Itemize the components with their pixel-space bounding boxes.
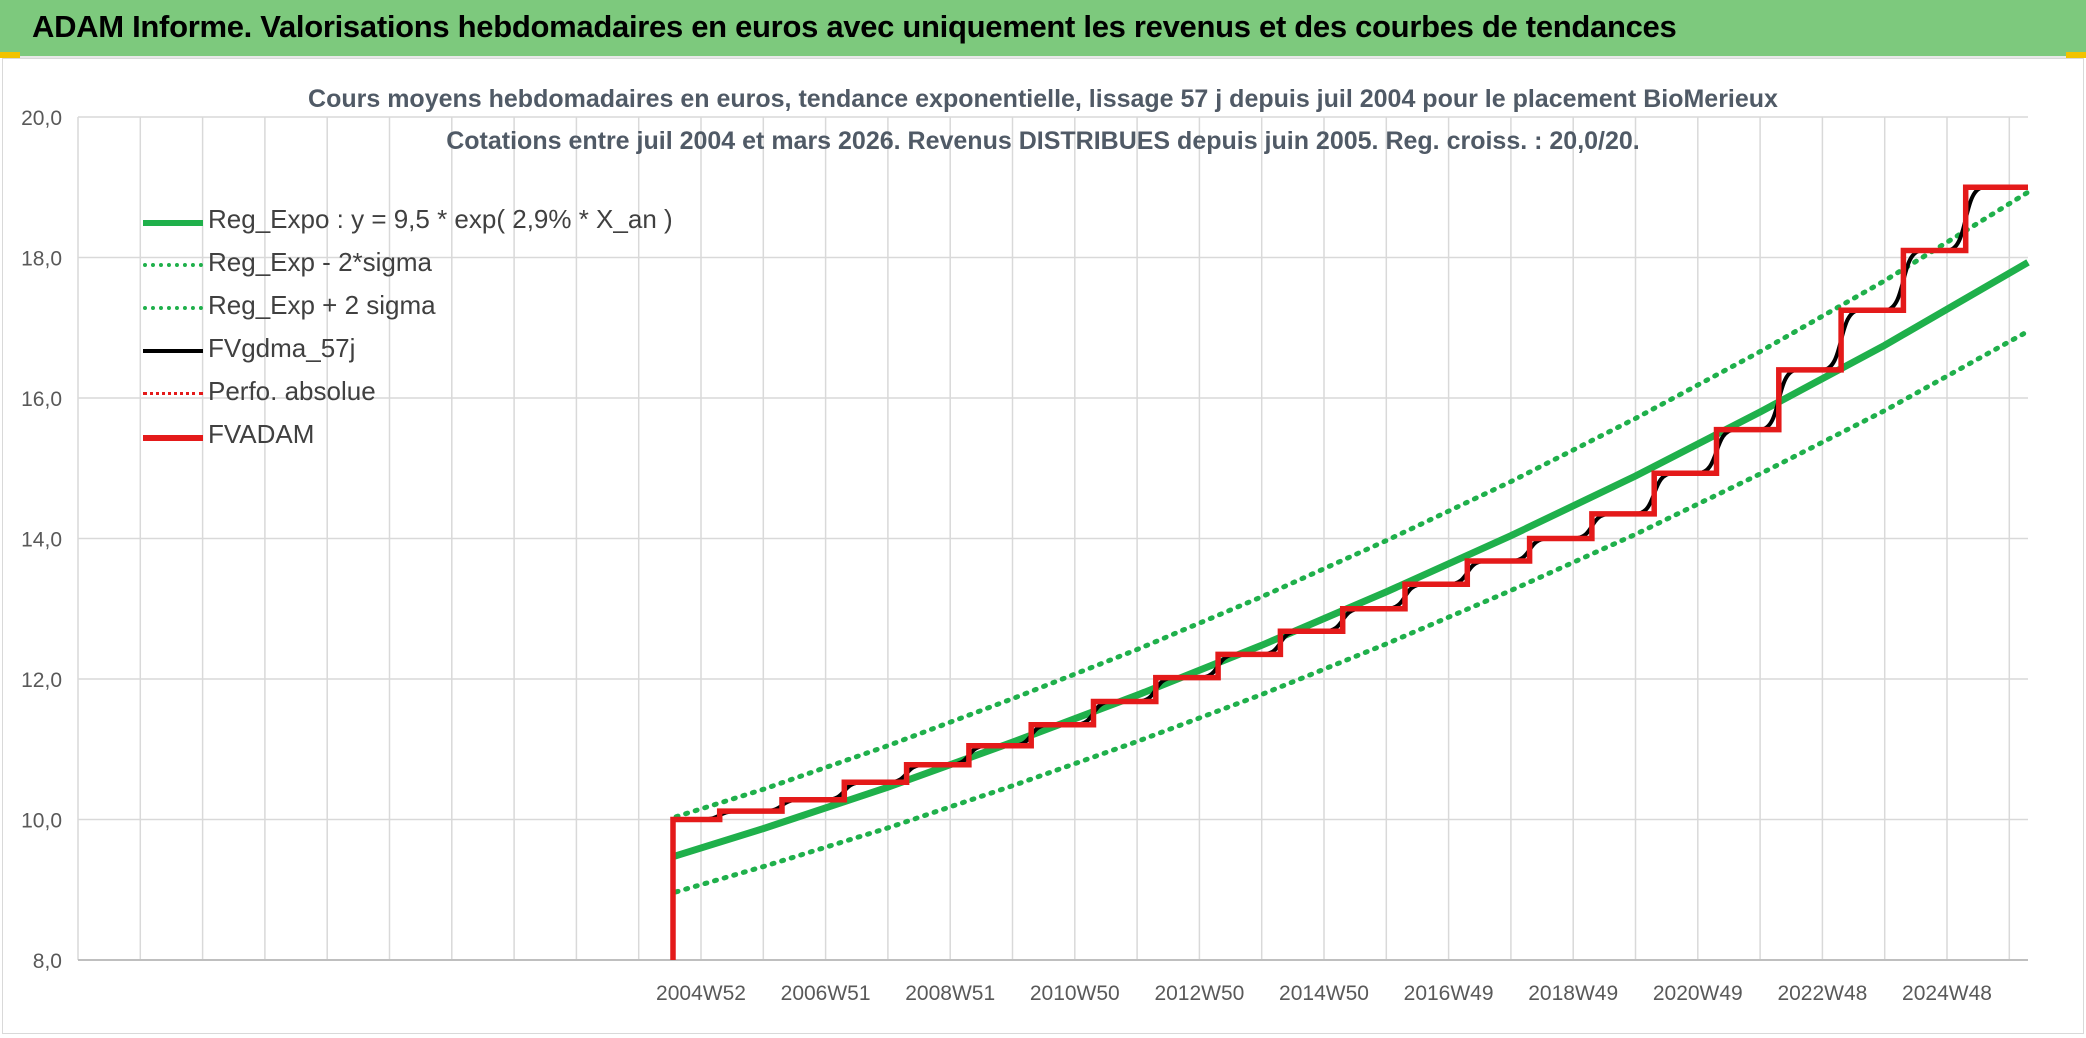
corner-mark-left [0,52,20,58]
y-tick-label: 20,0 [21,107,62,130]
x-tick-label: 2010W50 [1030,982,1120,1005]
x-tick-label: 2014W50 [1279,982,1369,1005]
y-tick-label: 14,0 [21,529,62,552]
x-tick-label: 2022W48 [1777,982,1867,1005]
x-tick-label: 2016W49 [1404,982,1494,1005]
legend-label-reg-expo: Reg_Expo : y = 9,5 * exp( 2,9% * X_an ) [208,204,673,234]
legend-label-fvgdma: FVgdma_57j [208,333,356,363]
chart-title: Cours moyens hebdomadaires en euros, ten… [308,85,1778,113]
x-tick-label: 2004W52 [656,982,746,1005]
legend-item-fvgdma: FVgdma_57j [140,329,700,372]
y-tick-label: 18,0 [21,248,62,271]
x-tick-label: 2018W49 [1528,982,1618,1005]
series-line-2 [673,189,2031,820]
chart-series [670,184,2031,960]
series-line-reg-expo [671,259,2030,861]
legend-swatch-reg-exp-minus [143,263,203,267]
chart-legend: Reg_Expo : y = 9,5 * exp( 2,9% * X_an ) … [140,200,700,458]
x-tick-label: 2012W50 [1154,982,1244,1005]
legend-label-perfo: Perfo. absolue [208,376,376,406]
report-banner: ADAM Informe. Valorisations hebdomadaire… [0,0,2086,58]
y-tick-label: 10,0 [21,810,62,833]
x-axis-ticks: 2004W52 2006W51 2008W51 2010W50 2012W50 2014W… [656,982,1992,1005]
legend-item-reg-exp-minus: Reg_Exp - 2*sigma [140,243,700,286]
chart-frame [2,58,2084,1034]
legend-item-reg-expo: Reg_Expo : y = 9,5 * exp( 2,9% * X_an ) [140,200,700,243]
legend-swatch-perfo [143,392,203,395]
x-tick-label: 2006W51 [781,982,871,1005]
y-axis-ticks: 8,0 10,0 12,0 14,0 16,0 18,0 20,0 [21,107,62,973]
legend-item-perfo: Perfo. absolue [140,372,700,415]
y-tick-label: 16,0 [21,388,62,411]
x-tick-label: 2020W49 [1653,982,1743,1005]
legend-item-fvadam: FVADAM [140,415,700,458]
y-tick-label: 8,0 [33,950,62,973]
legend-swatch-fvadam [143,435,203,441]
legend-swatch-reg-expo [143,220,203,226]
report-title: ADAM Informe. Valorisations hebdomadaire… [32,9,1677,44]
chart-subtitle: Cotations entre juil 2004 et mars 2026. … [446,127,1640,155]
series-line-1 [673,328,2031,895]
legend-swatch-fvgdma [143,349,203,353]
x-tick-label: 2024W48 [1902,982,1992,1005]
legend-label-reg-exp-plus: Reg_Exp + 2 sigma [208,290,436,320]
y-tick-label: 12,0 [21,669,62,692]
legend-label-reg-exp-minus: Reg_Exp - 2*sigma [208,247,432,277]
corner-mark-right [2066,52,2086,58]
x-tick-label: 2008W51 [905,982,995,1005]
legend-swatch-reg-exp-plus [143,306,203,310]
series-line-fvadam [670,184,2028,960]
legend-label-fvadam: FVADAM [208,419,315,449]
legend-item-reg-exp-plus: Reg_Exp + 2 sigma [140,286,700,329]
series-line-fvgdma [672,185,2029,822]
